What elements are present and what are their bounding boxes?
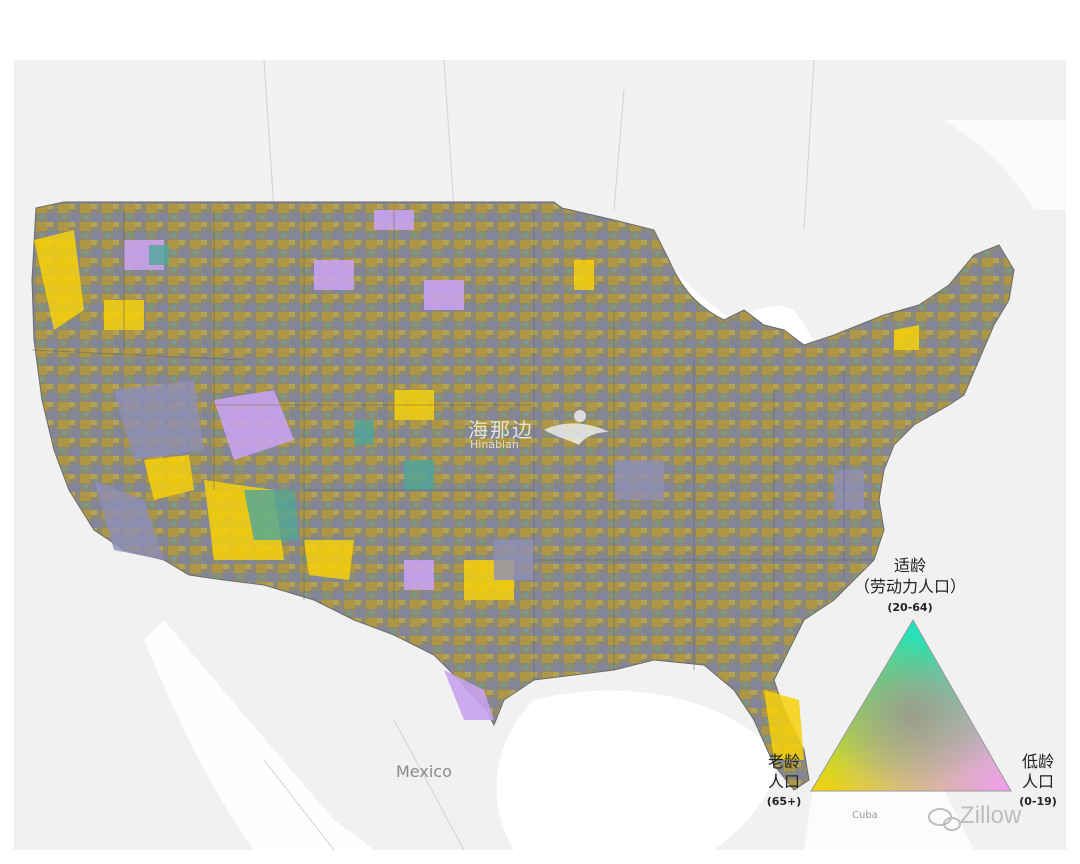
legend-elderly-label: 老龄 人口 (65+) — [752, 752, 816, 812]
zillow-credit: Zillow — [960, 802, 1022, 829]
legend-working-age-label: 适龄 （劳动力人口） (20-64) — [820, 555, 1000, 618]
country-borders — [263, 60, 815, 850]
legend-top-subtitle: （劳动力人口） — [853, 577, 966, 596]
legend-left-range: (65+) — [766, 795, 802, 808]
gulf-of-mexico — [496, 690, 776, 850]
young-regions — [124, 210, 494, 720]
legend-left-title-1: 老龄 — [767, 752, 800, 771]
us-mainland — [31, 201, 1015, 791]
legend-triangle — [810, 619, 1012, 792]
map-canvas — [14, 60, 1066, 850]
cuba-label: Cuba — [852, 810, 878, 821]
legend-young-label: 低龄 人口 (0-19) — [1008, 752, 1068, 812]
mixed-regions — [94, 380, 864, 580]
basemap — [14, 60, 1066, 850]
legend-right-range: (0-19) — [1019, 795, 1057, 808]
legend-right-title-1: 低龄 — [1021, 752, 1054, 771]
legend-right-title-2: 人口 — [1021, 772, 1054, 791]
legend-top-range: (20-64) — [887, 601, 933, 614]
mexico-label: Mexico — [396, 762, 452, 781]
watermark-sub: Hinabian — [470, 438, 519, 451]
watermark-text: 海那边 — [468, 418, 534, 442]
legend-left-title-2: 人口 — [767, 772, 800, 791]
wechat-icon — [928, 808, 961, 831]
watermark-bird-icon — [544, 410, 609, 445]
state-borders — [31, 210, 874, 680]
working-age-regions — [149, 245, 434, 540]
legend-top-title: 适龄 — [893, 556, 926, 575]
